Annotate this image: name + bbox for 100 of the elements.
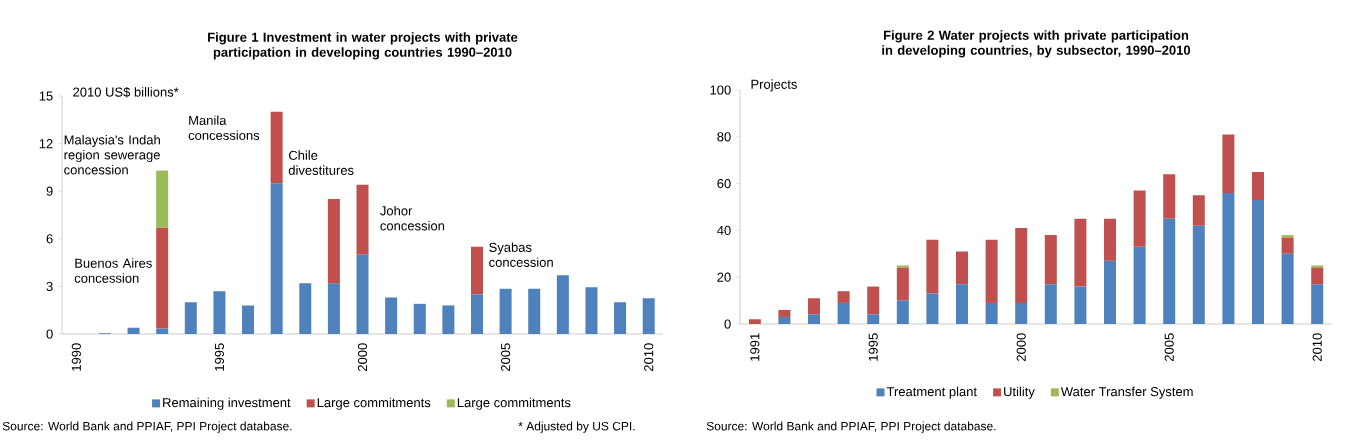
bar — [956, 251, 969, 285]
bar — [1222, 192, 1235, 324]
bar — [1192, 225, 1205, 324]
x-tick-label: 2005 — [501, 343, 511, 372]
bar — [213, 291, 226, 334]
bar — [156, 328, 169, 334]
annotation: Johor concession — [380, 205, 445, 231]
y-tick-label: 60 — [717, 178, 731, 189]
chart-title: Figure 2 Water projects with private participation in developing countries, by subsector, 1990–2010 — [882, 30, 1191, 58]
bar — [614, 302, 627, 334]
source-note: Source: World Bank and PPIAF, PPI Project database. — [2, 421, 292, 433]
y-tick-label: 6 — [46, 234, 53, 244]
bar — [356, 184, 369, 255]
y-tick-label: 20 — [717, 272, 731, 282]
bar — [470, 294, 483, 334]
bar — [1015, 228, 1028, 303]
x-tick-label: 1990 — [71, 343, 81, 371]
bar — [1044, 235, 1057, 285]
annotation: Malaysia's Indah region sewerage concession — [64, 134, 160, 175]
annotation: Buenos Aires concession — [74, 258, 152, 283]
bar — [748, 319, 761, 324]
bar — [1311, 284, 1324, 324]
bar — [1044, 284, 1057, 324]
bar — [156, 170, 169, 228]
bar — [470, 246, 483, 295]
bar — [837, 291, 850, 303]
bar — [1252, 171, 1264, 200]
bar — [808, 314, 821, 324]
y-tick-label: 15 — [39, 91, 53, 101]
x-tick-label: 2010 — [1312, 333, 1322, 362]
bar — [1281, 253, 1294, 324]
bar — [528, 288, 541, 334]
bar — [926, 239, 939, 294]
bar — [585, 287, 598, 334]
bar — [556, 275, 569, 334]
bar — [985, 239, 998, 303]
bar — [184, 302, 197, 334]
bar — [1133, 246, 1146, 324]
bar — [1311, 267, 1324, 285]
bar — [1311, 265, 1324, 268]
x-tick-label: 1995 — [868, 333, 878, 361]
bar — [1281, 237, 1294, 254]
y-axis-title: 2010 US$ billions* — [73, 86, 179, 98]
bar — [1015, 302, 1028, 324]
bar — [1163, 218, 1176, 324]
y-tick-label: 9 — [46, 186, 53, 196]
legend-label: Remaining investment — [163, 397, 291, 410]
bar — [642, 298, 655, 334]
legend-label: Treatment plant — [886, 386, 977, 399]
annotation: Syabas concession — [489, 242, 553, 267]
y-tick-label: 80 — [717, 132, 731, 142]
annotation: Chile divestitures — [288, 150, 354, 175]
chart-title: Figure 1 Investment in water projects with private participation in developing countries 1990–2010 — [208, 32, 518, 60]
y-axis-title: Projects — [751, 79, 797, 92]
bar — [1163, 174, 1176, 219]
bar — [299, 283, 312, 334]
legend-label: Utility — [1004, 386, 1035, 399]
bar — [867, 286, 880, 315]
bar — [896, 265, 909, 268]
bar — [985, 302, 998, 324]
legend-label: Large commitments — [457, 397, 571, 410]
bar — [327, 283, 340, 334]
x-tick-label: 2000 — [357, 343, 368, 372]
legend-label: Water Transfer System — [1060, 386, 1193, 399]
bar — [270, 183, 283, 334]
y-tick-label: 12 — [39, 139, 53, 149]
bar — [156, 227, 169, 329]
y-tick-label: 3 — [46, 281, 53, 291]
bar — [385, 297, 398, 334]
bar — [1074, 218, 1087, 287]
bar — [1222, 134, 1235, 193]
bar — [1104, 260, 1116, 324]
bar — [1192, 195, 1205, 226]
bar — [1133, 190, 1146, 247]
bar — [778, 316, 791, 324]
bar — [837, 302, 850, 324]
bar — [926, 293, 939, 324]
bar — [896, 300, 909, 324]
bar — [1074, 286, 1087, 324]
x-tick-label: 2000 — [1016, 333, 1026, 362]
bar — [778, 309, 791, 317]
bar — [270, 111, 283, 184]
y-tick-label: 40 — [717, 225, 731, 235]
bar — [896, 267, 909, 301]
bar — [327, 199, 340, 284]
x-tick-label: 1995 — [214, 343, 225, 371]
x-tick-label: 1991 — [750, 333, 760, 361]
bar — [442, 305, 455, 334]
bar — [1252, 199, 1264, 324]
legend-label: Large commitments — [317, 397, 431, 410]
bar — [1104, 218, 1116, 261]
bar — [867, 314, 880, 324]
y-tick-label: 0 — [46, 329, 53, 339]
y-tick-label: 100 — [710, 85, 731, 95]
annotation: Manila concessions — [188, 115, 260, 140]
bar — [413, 303, 426, 334]
source-note: Source: World Bank and PPIAF, PPI Project database. — [706, 421, 996, 433]
bar — [356, 254, 369, 334]
x-tick-label: 2010 — [644, 343, 654, 372]
bar — [242, 305, 255, 334]
